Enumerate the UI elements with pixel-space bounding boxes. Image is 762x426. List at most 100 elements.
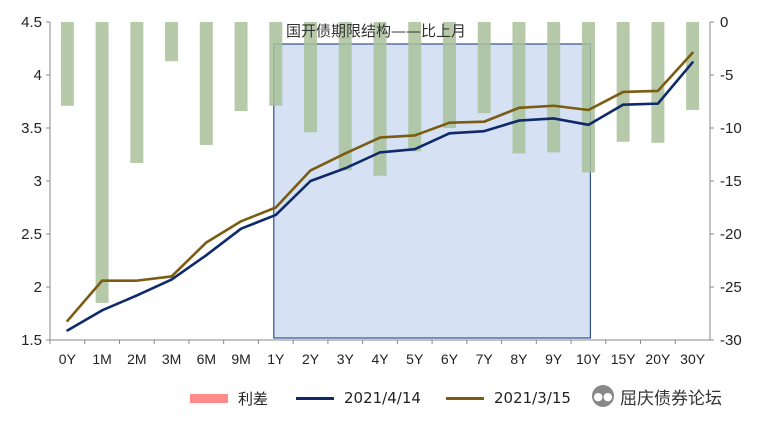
x-tick-label-9Y: 9Y (545, 351, 563, 367)
right-tick-label--30: -30 (720, 332, 742, 349)
axis-layer: 1.5 2 2.5 3 3.5 4 4.5 -30 -25 -20 -15 -10 -5 0 0Y 1M 2M 3… (21, 14, 742, 367)
point-2021-4-14-8Y (517, 119, 521, 122)
x-tick-label-8Y: 8Y (510, 351, 528, 367)
point-2021-3-15-6M (205, 241, 208, 244)
bar-5Y (408, 22, 422, 152)
left-tick-label-2: 2 (34, 279, 42, 296)
point-2021-4-14-3M (170, 278, 173, 281)
point-2021-3-15-15Y (621, 90, 625, 94)
point-2021-4-14-7Y (483, 129, 486, 133)
point-2021-4-14-1Y (274, 213, 277, 217)
left-tick-label-2.5: 2.5 (21, 226, 42, 243)
point-2021-3-15-2Y (309, 169, 312, 172)
bar-20Y (651, 22, 665, 143)
legend-label-2021-4-14: 2021/4/14 (344, 389, 421, 407)
x-tick-label-4Y: 4Y (371, 351, 389, 367)
point-2021-3-15-1M (100, 279, 104, 282)
point-2021-4-14-0Y (66, 329, 69, 332)
bar-10Y (581, 22, 595, 173)
left-tick-label-4: 4 (34, 67, 42, 84)
x-tick-label-20Y: 20Y (645, 351, 671, 367)
point-2021-4-14-3Y (344, 167, 347, 170)
bar-2M (130, 22, 144, 163)
bar-1Y (269, 22, 283, 106)
left-tick-label-4.5: 4.5 (21, 14, 42, 31)
point-2021-3-15-5Y (413, 134, 416, 137)
point-2021-4-14-5Y (413, 148, 416, 151)
x-tick-label-6Y: 6Y (441, 351, 459, 367)
bar-1M (95, 22, 109, 303)
x-tick-label-1Y: 1Y (267, 351, 285, 367)
point-2021-3-15-8Y (517, 106, 521, 110)
point-2021-4-14-6Y (448, 132, 451, 135)
bar-30Y (686, 22, 700, 110)
point-2021-3-15-9Y (552, 104, 555, 107)
right-tick-label--10: -10 (720, 120, 742, 137)
legend-label-2021-3-15: 2021/3/15 (494, 389, 571, 407)
point-2021-4-14-10Y (587, 123, 590, 127)
point-2021-4-14-1M (100, 309, 104, 312)
bar-6M (199, 22, 213, 145)
bar-9M (234, 22, 248, 112)
point-2021-4-14-2M (135, 294, 139, 297)
legend-swatch-2021-4-14 (296, 396, 334, 400)
x-tick-label-9M: 9M (231, 351, 250, 367)
bar-3M (165, 22, 179, 62)
x-tick-label-5Y: 5Y (406, 351, 424, 367)
highlight-box (273, 43, 592, 339)
bar-3Y (338, 22, 352, 171)
bar-2Y (304, 22, 318, 133)
line-layer (66, 51, 694, 332)
bar-0Y (60, 22, 74, 106)
bar-8Y (512, 22, 526, 154)
left-tick-label-3: 3 (34, 173, 42, 190)
right-tick-label--15: -15 (720, 173, 742, 190)
legend-swatch-2021-3-15 (446, 396, 484, 400)
highlight-layer (273, 43, 592, 339)
watermark-text: 屈庆债券论坛 (620, 388, 722, 409)
right-tick-label--5: -5 (720, 67, 733, 84)
point-2021-3-15-6Y (448, 121, 451, 124)
point-2021-4-14-4Y (378, 151, 382, 154)
point-2021-3-15-4Y (378, 136, 382, 139)
bar-9Y (547, 22, 561, 153)
bar-15Y (616, 22, 630, 142)
left-tick-label-3.5: 3.5 (21, 120, 42, 137)
point-2021-3-15-7Y (483, 120, 486, 123)
point-2021-4-14-15Y (621, 103, 625, 106)
point-2021-3-15-9M (239, 220, 243, 223)
x-tick-label-30Y: 30Y (680, 351, 706, 367)
bar-7Y (477, 22, 491, 114)
right-tick-label--20: -20 (720, 226, 742, 243)
legend-label-spread: 利差 (238, 389, 269, 408)
point-2021-3-15-20Y (656, 89, 660, 93)
chart-title: 国开债期限结构——比上月 (286, 22, 466, 40)
point-2021-3-15-1Y (274, 206, 277, 209)
x-tick-label-15Y: 15Y (611, 351, 637, 367)
point-2021-3-15-10Y (587, 108, 590, 112)
x-tick-label-1M: 1M (92, 351, 111, 367)
point-2021-4-14-20Y (656, 102, 660, 105)
bar-6Y (442, 22, 456, 128)
x-tick-label-2M: 2M (127, 351, 146, 367)
right-tick-label--25: -25 (720, 279, 742, 296)
point-2021-4-14-2Y (309, 179, 312, 183)
x-tick-label-6M: 6M (197, 351, 216, 367)
legend: 利差 2021/4/14 2021/3/15 (0, 386, 762, 410)
x-tick-label-2Y: 2Y (302, 351, 320, 367)
legend-item-2021-4-14: 2021/4/14 (296, 386, 421, 410)
legend-item-spread: 利差 (190, 386, 268, 410)
left-tick-label-1.5: 1.5 (21, 332, 42, 349)
watermark: ●● 屈庆债券论坛 (592, 382, 722, 410)
legend-item-2021-3-15: 2021/3/15 (446, 386, 571, 410)
wechat-icon: ●● (592, 385, 614, 407)
right-tick-label-0: 0 (720, 14, 728, 31)
point-2021-4-14-30Y (691, 61, 694, 64)
point-2021-4-14-6M (205, 254, 208, 257)
x-tick-label-3M: 3M (162, 351, 181, 367)
x-tick-label-7Y: 7Y (476, 351, 494, 367)
x-tick-label-0Y: 0Y (59, 351, 77, 367)
point-2021-3-15-0Y (66, 319, 69, 323)
point-2021-3-15-3M (170, 275, 173, 278)
point-2021-4-14-9Y (552, 117, 555, 120)
